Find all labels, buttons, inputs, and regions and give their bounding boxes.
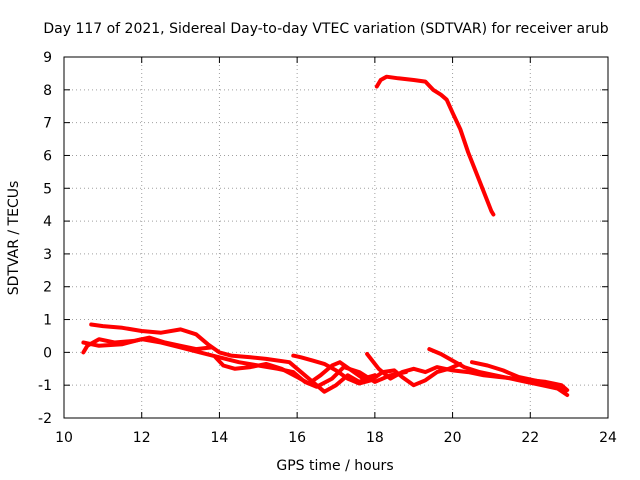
series-line-arc-8 [470,360,568,394]
y-tick-label: 5 [43,181,52,197]
y-tick-label: 2 [43,280,52,296]
chart-title: Day 117 of 2021, Sidereal Day-to-day VTE… [43,21,608,37]
y-tick-label: -1 [38,378,52,394]
series-line-arc-5 [291,353,463,388]
y-tick-label: 8 [43,83,52,99]
series-line-arc-3 [81,337,408,389]
y-tick-label: 6 [43,148,52,164]
x-tick-label: 22 [521,430,539,446]
y-axis-label: SDTVAR / TECUs [6,181,22,296]
y-tick-label: 4 [43,214,52,230]
y-tick-label: 1 [43,313,52,329]
x-axis-label: GPS time / hours [276,458,393,474]
y-tick-label: 9 [43,50,52,66]
y-tick-label: 0 [43,345,52,361]
x-tick-label: 10 [55,430,73,446]
x-tick-label: 18 [366,430,384,446]
x-tick-label: 12 [133,430,151,446]
series-line-arc-4 [213,355,377,386]
plot-series [81,74,570,397]
series-line-arc-9 [374,74,496,217]
plot-frame [63,56,609,419]
x-tick-label: 20 [444,430,462,446]
y-tick-label: 3 [43,247,52,263]
x-tick-label: 14 [211,430,229,446]
x-tick-label: 24 [599,430,617,446]
x-tick-label: 16 [288,430,306,446]
y-tick-label: 7 [43,116,52,132]
series-line-arc-2 [89,322,377,394]
y-tick-label: -2 [38,411,52,427]
series-line-arc-7 [427,347,570,397]
